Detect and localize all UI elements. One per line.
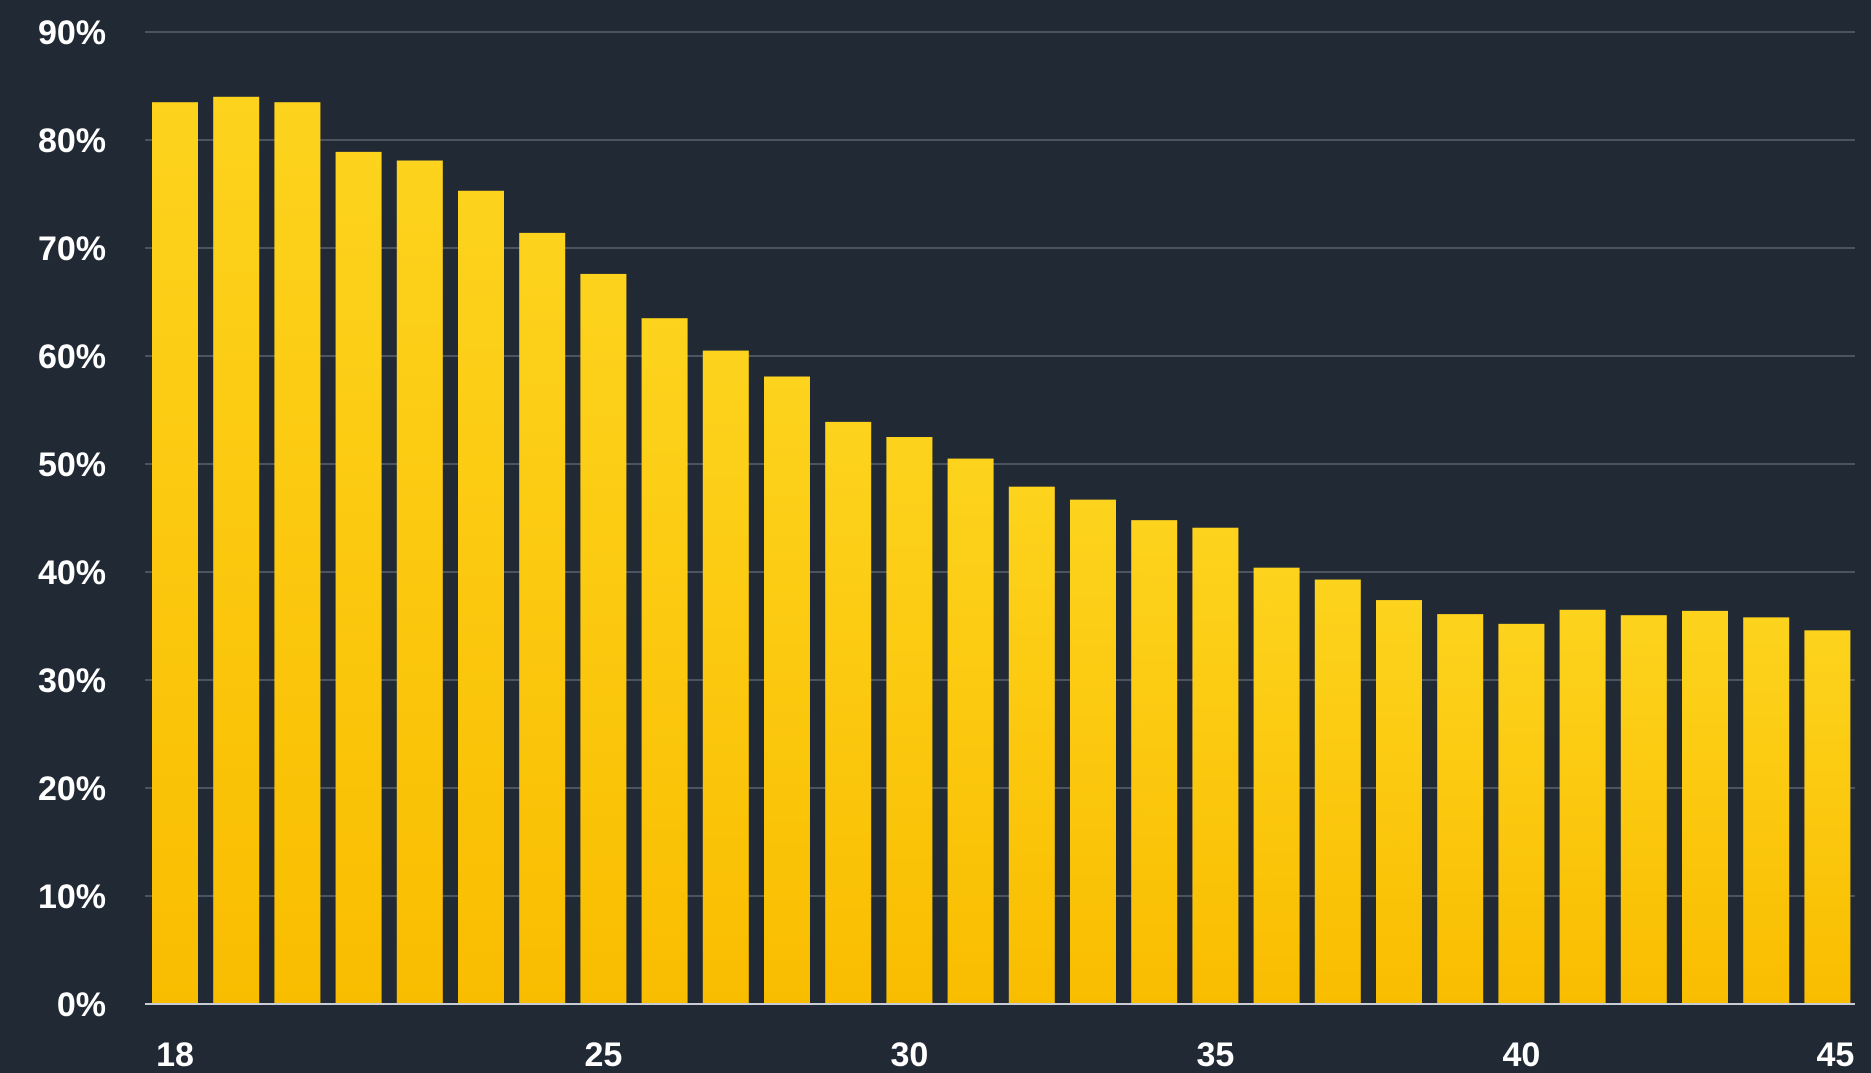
x-tick-label: 35 xyxy=(1196,1036,1234,1073)
bar-age-41 xyxy=(1559,609,1606,1004)
bar-age-34 xyxy=(1131,520,1178,1004)
bar-age-23 xyxy=(458,190,504,1004)
bar-age-27 xyxy=(702,350,749,1005)
bar-age-22 xyxy=(396,160,443,1004)
x-tick-label: 40 xyxy=(1502,1036,1540,1073)
y-tick-label: 10% xyxy=(38,878,106,916)
bar-age-40 xyxy=(1498,623,1545,1004)
y-tick-label: 40% xyxy=(38,554,106,592)
x-axis-tick-labels: 18 25 30 35 40 45 xyxy=(156,1036,1854,1073)
y-tick-label: 80% xyxy=(38,122,106,160)
bar-age-33 xyxy=(1070,499,1116,1004)
bar-age-42 xyxy=(1620,615,1667,1004)
x-tick-label: 25 xyxy=(584,1036,622,1073)
y-tick-label: 0% xyxy=(57,986,106,1024)
y-tick-label: 90% xyxy=(38,14,106,52)
bars xyxy=(152,96,1851,1005)
x-tick-label: 45 xyxy=(1816,1036,1854,1073)
y-tick-label: 70% xyxy=(38,230,106,268)
bar-age-19 xyxy=(213,96,260,1005)
bar-age-35 xyxy=(1192,527,1239,1004)
bar-age-28 xyxy=(764,376,810,1004)
bar-age-21 xyxy=(335,151,382,1004)
bar-age-43 xyxy=(1682,610,1728,1004)
bar-age-30 xyxy=(886,437,933,1004)
x-tick-label: 30 xyxy=(890,1036,928,1073)
bar-age-29 xyxy=(825,421,872,1004)
x-tick-label: 18 xyxy=(156,1036,194,1073)
bar-age-20 xyxy=(274,102,321,1004)
y-tick-label: 50% xyxy=(38,446,106,484)
bar-age-36 xyxy=(1253,567,1300,1004)
y-tick-label: 20% xyxy=(38,770,106,808)
bar-age-32 xyxy=(1008,486,1055,1004)
y-axis-tick-labels: 0% 10% 20% 30% 40% 50% 60% 70% 80% 90% xyxy=(38,14,106,1024)
bar-age-31 xyxy=(947,458,994,1005)
bar-age-39 xyxy=(1437,614,1484,1004)
bar-age-45 xyxy=(1804,630,1851,1004)
y-tick-label: 60% xyxy=(38,338,106,376)
bar-age-18 xyxy=(152,102,198,1004)
bar-age-26 xyxy=(641,318,688,1004)
y-tick-label: 30% xyxy=(38,662,106,700)
bar-age-38 xyxy=(1376,600,1422,1004)
bar-age-25 xyxy=(580,273,627,1004)
bar-age-44 xyxy=(1743,617,1790,1004)
bar-age-24 xyxy=(519,232,566,1004)
bar-age-37 xyxy=(1314,579,1361,1004)
